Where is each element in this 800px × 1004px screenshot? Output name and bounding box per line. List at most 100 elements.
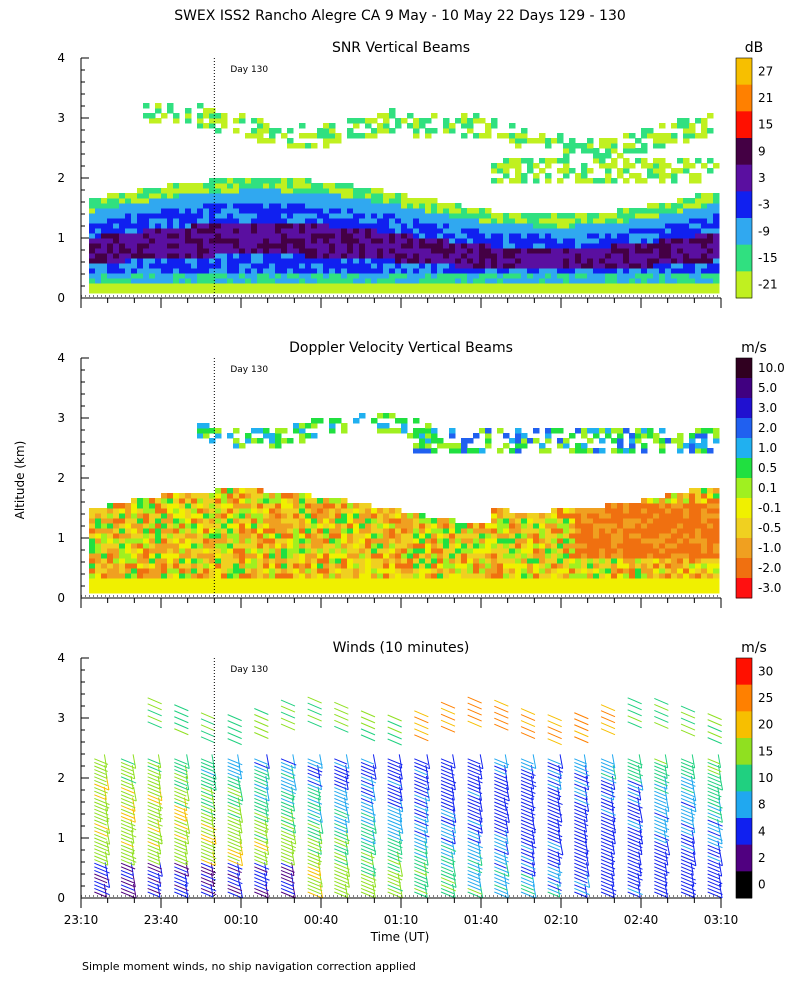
heatmap-cell	[593, 583, 600, 589]
heatmap-cell	[521, 243, 528, 249]
heatmap-cell	[557, 178, 564, 184]
heatmap-cell	[281, 558, 288, 564]
heatmap-cell	[473, 583, 480, 589]
heatmap-cell	[233, 538, 240, 544]
heatmap-cell	[623, 533, 630, 539]
heatmap-cell	[611, 588, 618, 594]
heatmap-cell	[485, 563, 492, 569]
heatmap-cell	[275, 583, 282, 589]
heatmap-cell	[227, 183, 234, 189]
heatmap-cell	[347, 133, 354, 139]
heatmap-cell	[371, 418, 378, 424]
heatmap-cell	[539, 543, 546, 549]
heatmap-cell	[653, 268, 660, 274]
heatmap-cell	[503, 133, 510, 139]
heatmap-cell	[563, 263, 570, 269]
heatmap-cell	[509, 578, 516, 584]
heatmap-cell	[101, 588, 108, 594]
heatmap-cell	[215, 553, 222, 559]
heatmap-cell	[143, 248, 150, 254]
heatmap-cell	[215, 568, 222, 574]
heatmap-cell	[269, 443, 276, 449]
heatmap-cell	[443, 543, 450, 549]
heatmap-cell	[299, 248, 306, 254]
heatmap-cell	[581, 588, 588, 594]
heatmap-cell	[677, 243, 684, 249]
heatmap-cell	[155, 543, 162, 549]
heatmap-cell	[293, 273, 300, 279]
heatmap-cell	[95, 563, 102, 569]
heatmap-cell	[323, 128, 330, 134]
heatmap-cell	[545, 223, 552, 229]
heatmap-cell	[689, 563, 696, 569]
colorbar-label: 9	[758, 144, 766, 158]
heatmap-cell	[677, 523, 684, 529]
heatmap-cell	[473, 448, 480, 454]
heatmap-cell	[479, 448, 486, 454]
heatmap-cell	[677, 223, 684, 229]
heatmap-cell	[653, 138, 660, 144]
heatmap-cell	[329, 253, 336, 259]
heatmap-cell	[683, 138, 690, 144]
heatmap-cell	[503, 578, 510, 584]
heatmap-cell	[155, 553, 162, 559]
heatmap-cell	[503, 258, 510, 264]
colorbar-swatch	[736, 218, 752, 245]
heatmap-cell	[293, 543, 300, 549]
heatmap-cell	[395, 508, 402, 514]
heatmap-cell	[323, 238, 330, 244]
heatmap-cell	[383, 213, 390, 219]
heatmap-cell	[593, 548, 600, 554]
heatmap-cell	[545, 533, 552, 539]
heatmap-cell	[95, 228, 102, 234]
heatmap-cell	[161, 553, 168, 559]
heatmap-cell	[239, 263, 246, 269]
heatmap-cell	[131, 578, 138, 584]
heatmap-cell	[683, 208, 690, 214]
heatmap-cell	[599, 218, 606, 224]
heatmap-cell	[335, 543, 342, 549]
heatmap-cell	[701, 233, 708, 239]
heatmap-cell	[671, 513, 678, 519]
heatmap-cell	[287, 438, 294, 444]
heatmap-cell	[239, 558, 246, 564]
heatmap-cell	[671, 283, 678, 289]
heatmap-cell	[437, 288, 444, 294]
heatmap-cell	[317, 503, 324, 509]
heatmap-cell	[557, 568, 564, 574]
heatmap-cell	[269, 223, 276, 229]
heatmap-cell	[101, 548, 108, 554]
heatmap-cell	[341, 258, 348, 264]
heatmap-cell	[203, 183, 210, 189]
heatmap-cell	[647, 583, 654, 589]
heatmap-cell	[269, 133, 276, 139]
heatmap-cell	[545, 268, 552, 274]
heatmap-cell	[563, 288, 570, 294]
heatmap-cell	[611, 163, 618, 169]
heatmap-cell	[227, 233, 234, 239]
heatmap-cell	[701, 553, 708, 559]
heatmap-cell	[365, 563, 372, 569]
heatmap-cell	[95, 533, 102, 539]
heatmap-cell	[593, 568, 600, 574]
heatmap-cell	[695, 228, 702, 234]
heatmap-cell	[581, 278, 588, 284]
heatmap-cell	[521, 273, 528, 279]
heatmap-cell	[143, 528, 150, 534]
heatmap-cell	[503, 283, 510, 289]
heatmap-cell	[407, 238, 414, 244]
heatmap-cell	[275, 503, 282, 509]
heatmap-cell	[599, 518, 606, 524]
heatmap-cell	[197, 548, 204, 554]
heatmap-cell	[173, 203, 180, 209]
heatmap-cell	[593, 508, 600, 514]
heatmap-cell	[695, 198, 702, 204]
heatmap-cell	[479, 563, 486, 569]
heatmap-cell	[107, 208, 114, 214]
heatmap-cell	[317, 543, 324, 549]
heatmap-cell	[251, 438, 258, 444]
heatmap-cell	[191, 253, 198, 259]
heatmap-cell	[365, 508, 372, 514]
heatmap-cell	[233, 248, 240, 254]
heatmap-cell	[293, 533, 300, 539]
